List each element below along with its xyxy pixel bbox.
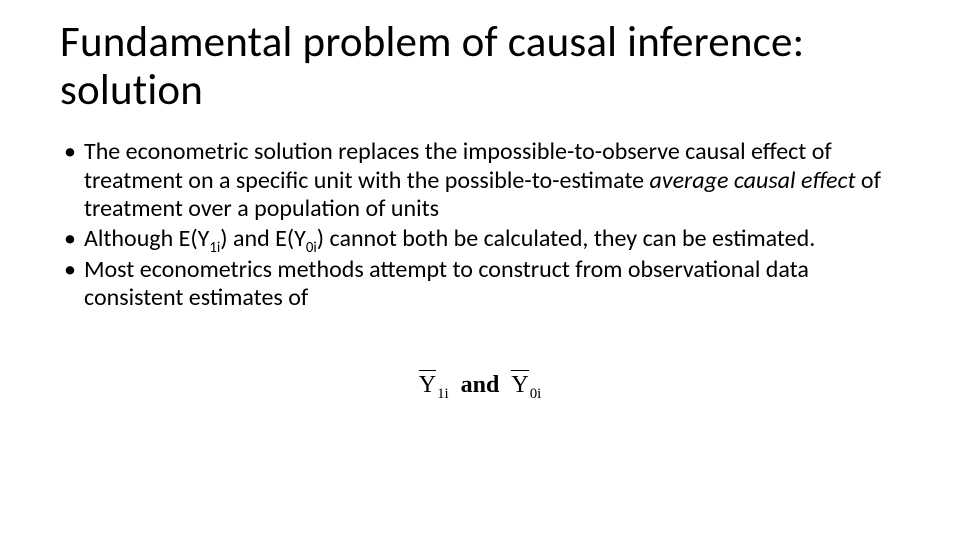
bullet-2-t3: ) cannot both be calculated, they can be… [317, 224, 816, 253]
bullet-list: The econometric solution replaces the im… [60, 138, 900, 312]
formula: Y1i and Y0i [419, 370, 542, 399]
formula-region: Y1i and Y0i [60, 370, 900, 399]
bullet-3: Most econometrics methods attempt to con… [64, 256, 898, 313]
formula-and: and [455, 372, 506, 398]
y1-bar: Y [419, 370, 436, 399]
bullet-2-t1: Although E(Y [84, 224, 209, 253]
bullet-2-sub2: 0i [306, 238, 317, 256]
bullet-2-t2: ) and E(Y [220, 224, 306, 253]
bullet-2-sub1: 1i [209, 238, 220, 256]
y0-bar: Y [511, 370, 528, 399]
y0-letter: Y [511, 372, 528, 398]
y1-letter: Y [419, 372, 436, 398]
bullet-1: The econometric solution replaces the im… [64, 138, 898, 223]
bullet-2: Although E(Y1i) and E(Y0i) cannot both b… [64, 225, 898, 253]
bullet-1-em: average causal effect [650, 166, 856, 195]
y0-sub: 0i [529, 386, 542, 402]
y1-sub: 1i [436, 386, 449, 402]
slide-title: Fundamental problem of causal inference:… [60, 18, 900, 114]
slide: Fundamental problem of causal inference:… [0, 0, 960, 540]
